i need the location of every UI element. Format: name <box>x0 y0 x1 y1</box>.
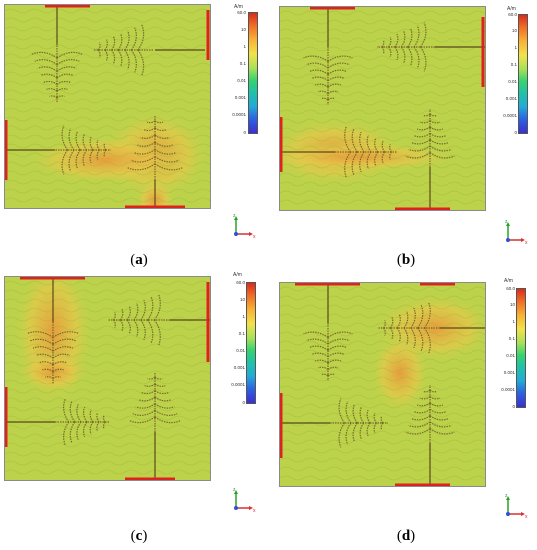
caption-d: (d) <box>396 528 416 544</box>
antenna-element <box>93 24 153 76</box>
colorbar-tick: 60.0 <box>236 279 245 285</box>
colorbar-tick: 1 <box>512 319 515 325</box>
antenna-element <box>405 109 455 167</box>
svg-text:z: z <box>233 487 236 493</box>
colorbar-tick: 0.1 <box>510 62 517 68</box>
colorbar-unit: A/m <box>234 4 243 10</box>
colorbar-tick: 0.0001 <box>501 386 515 392</box>
colorbar-tick: 10 <box>509 302 515 308</box>
colorbar-tick: 0.01 <box>506 352 515 358</box>
antenna-element <box>303 323 353 381</box>
svg-text:z: z <box>505 493 508 499</box>
antenna-element <box>129 372 181 432</box>
antenna-element <box>31 43 83 103</box>
field-plot-c <box>4 276 211 481</box>
colorbar-tick: 0 <box>242 399 245 405</box>
svg-text:x: x <box>525 514 528 518</box>
colorbar-tick: 60.0 <box>506 285 515 291</box>
colorbar-tick: 60.0 <box>237 9 246 15</box>
field-plot-b <box>279 6 486 211</box>
axis-triad-icon: z x <box>233 213 256 238</box>
antenna-element <box>405 385 455 443</box>
colorbar-tick: 1 <box>242 313 245 319</box>
colorbar-tick: 0 <box>512 403 515 409</box>
caption-c: (c) <box>130 528 148 544</box>
colorbar-tick: 0.01 <box>508 78 517 84</box>
antenna-element <box>55 398 110 446</box>
colorbar-tick: 10 <box>511 28 517 34</box>
colorbar-tick: 0.0001 <box>231 382 245 388</box>
colorbar-tick: 0.001 <box>505 95 517 101</box>
colorbar-tick: 0.01 <box>237 78 246 84</box>
axis-x-label: x <box>253 234 256 238</box>
antenna-element <box>330 398 388 448</box>
colorbar-tick: 0.001 <box>503 369 515 375</box>
svg-text:x: x <box>253 508 256 512</box>
colorbar-unit: A/m <box>233 272 242 278</box>
colorbar-tick: 0.001 <box>233 365 245 371</box>
colorbar <box>248 12 258 134</box>
field-plot-d <box>279 282 486 487</box>
colorbar-tick: 60.0 <box>508 11 517 17</box>
colorbar-tick: 0 <box>243 129 246 135</box>
colorbar <box>516 288 526 408</box>
antenna-element <box>108 293 170 347</box>
colorbar-tick: 0.1 <box>238 330 245 336</box>
antenna-element <box>378 301 440 355</box>
colorbar-tick: 0 <box>514 129 517 135</box>
caption-a: (a) <box>130 252 148 268</box>
caption-b: (b) <box>396 252 416 268</box>
colorbar <box>246 282 256 404</box>
colorbar-tick: 10 <box>239 296 245 302</box>
colorbar-tick: 1 <box>514 45 517 51</box>
antenna-element <box>335 125 397 179</box>
axis-triad-icon: z x <box>505 219 528 244</box>
antenna-element <box>303 47 353 105</box>
axis-triad-icon: z x <box>505 493 528 518</box>
colorbar-tick: 0.1 <box>239 60 246 66</box>
colorbar-unit: A/m <box>504 278 513 284</box>
antenna-element <box>127 115 183 180</box>
field-plot-a <box>4 4 211 209</box>
colorbar-tick: 0.0001 <box>503 112 517 118</box>
colorbar-tick: 0.0001 <box>232 112 246 118</box>
antenna-element <box>53 125 111 175</box>
axis-triad-icon: z x <box>233 487 256 512</box>
antenna-element <box>26 322 80 384</box>
colorbar <box>518 14 528 134</box>
colorbar-tick: 1 <box>243 43 246 49</box>
colorbar-unit: A/m <box>507 6 516 12</box>
colorbar-tick: 10 <box>240 26 246 32</box>
svg-text:z: z <box>505 219 508 225</box>
colorbar-tick: 0.001 <box>234 95 246 101</box>
axis-z-label: z <box>233 213 236 219</box>
svg-text:x: x <box>525 240 528 244</box>
colorbar-tick: 0.01 <box>236 348 245 354</box>
colorbar-tick: 0.1 <box>508 336 515 342</box>
antenna-element <box>377 22 435 72</box>
